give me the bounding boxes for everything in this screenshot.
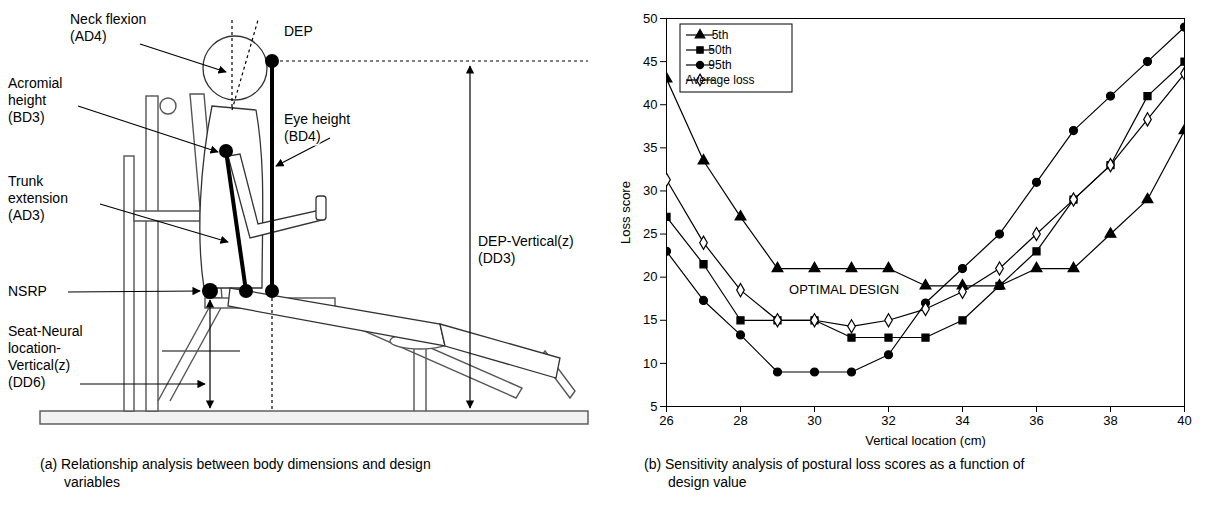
svg-text:36: 36: [1029, 413, 1043, 428]
svg-text:30: 30: [643, 183, 657, 198]
svg-text:5th: 5th: [712, 28, 729, 42]
svg-text:10: 10: [643, 356, 657, 371]
svg-text:38: 38: [1103, 413, 1117, 428]
svg-text:28: 28: [733, 413, 747, 428]
svg-text:26: 26: [659, 413, 673, 428]
svg-text:40: 40: [1177, 413, 1191, 428]
svg-text:Trunkextension(AD3): Trunkextension(AD3): [8, 173, 68, 223]
svg-text:20: 20: [643, 269, 657, 284]
svg-text:DEP-Vertical(z)(DD3): DEP-Vertical(z)(DD3): [478, 233, 574, 266]
svg-text:34: 34: [955, 413, 969, 428]
svg-text:25: 25: [643, 226, 657, 241]
html-text:(b) Sensitivity analysis of po: (b) Sensitivity analysis of postural los…: [644, 456, 1025, 490]
svg-text:NSRP: NSRP: [8, 283, 47, 299]
svg-text:30: 30: [807, 413, 821, 428]
svg-text:DEP: DEP: [284, 23, 313, 39]
svg-text:Vertical location (cm): Vertical location (cm): [865, 433, 986, 448]
svg-text:32: 32: [881, 413, 895, 428]
svg-text:35: 35: [643, 140, 657, 155]
svg-text:15: 15: [643, 312, 657, 327]
svg-text:45: 45: [643, 54, 657, 69]
svg-text:Loss score: Loss score: [618, 181, 633, 244]
svg-text:Seat-Neurallocation-Vertical(z: Seat-Neurallocation-Vertical(z)(DD6): [8, 323, 83, 390]
svg-text:95th: 95th: [708, 58, 731, 72]
svg-text:5: 5: [650, 399, 657, 414]
svg-text:Neck flexion(AD4): Neck flexion(AD4): [70, 11, 146, 44]
svg-text:Average loss: Average loss: [685, 73, 754, 87]
svg-text:50th: 50th: [708, 43, 731, 57]
svg-text:Acromialheight(BD3): Acromialheight(BD3): [8, 75, 62, 125]
html-text:(a) Relationship analysis betw: (a) Relationship analysis between body d…: [40, 456, 431, 490]
svg-text:40: 40: [643, 97, 657, 112]
svg-text:OPTIMAL DESIGN: OPTIMAL DESIGN: [789, 282, 899, 297]
svg-text:50: 50: [643, 11, 657, 26]
svg-text:Eye height(BD4): Eye height(BD4): [284, 111, 350, 144]
